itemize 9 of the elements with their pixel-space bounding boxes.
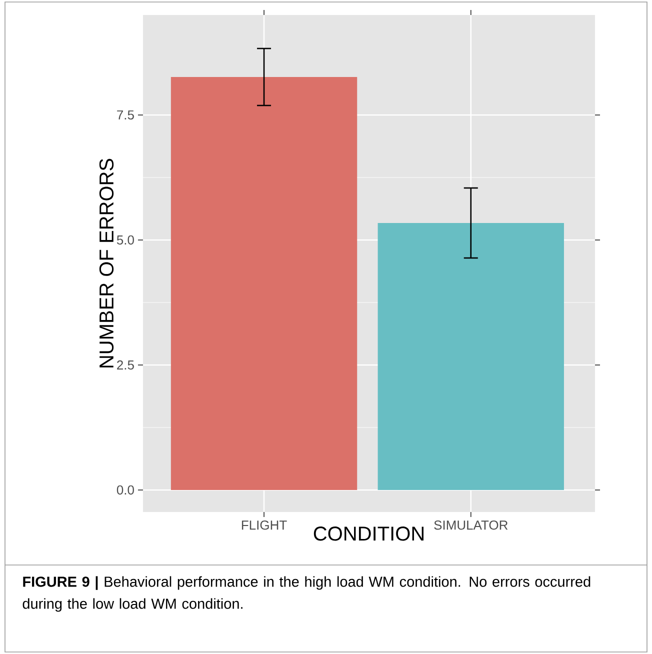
y-tick-label: 0.0 bbox=[116, 485, 134, 495]
x-axis-title: CONDITION bbox=[314, 526, 424, 541]
text: FIGURE 9 | Behavioral performance in the high load WM condition. No errors occurred during the low load WM condition. bbox=[22, 576, 590, 612]
y-tick-label: 2.5 bbox=[117, 360, 134, 370]
x-tick-label: SIMULATOR bbox=[434, 520, 508, 530]
y-axis-title: NUMBER OF ERRORS bbox=[99, 158, 114, 368]
x-tick-label: FLIGHT bbox=[242, 520, 287, 530]
y-tick-label: 7.5 bbox=[117, 110, 134, 120]
y-tick-label: 5.0 bbox=[116, 235, 134, 245]
